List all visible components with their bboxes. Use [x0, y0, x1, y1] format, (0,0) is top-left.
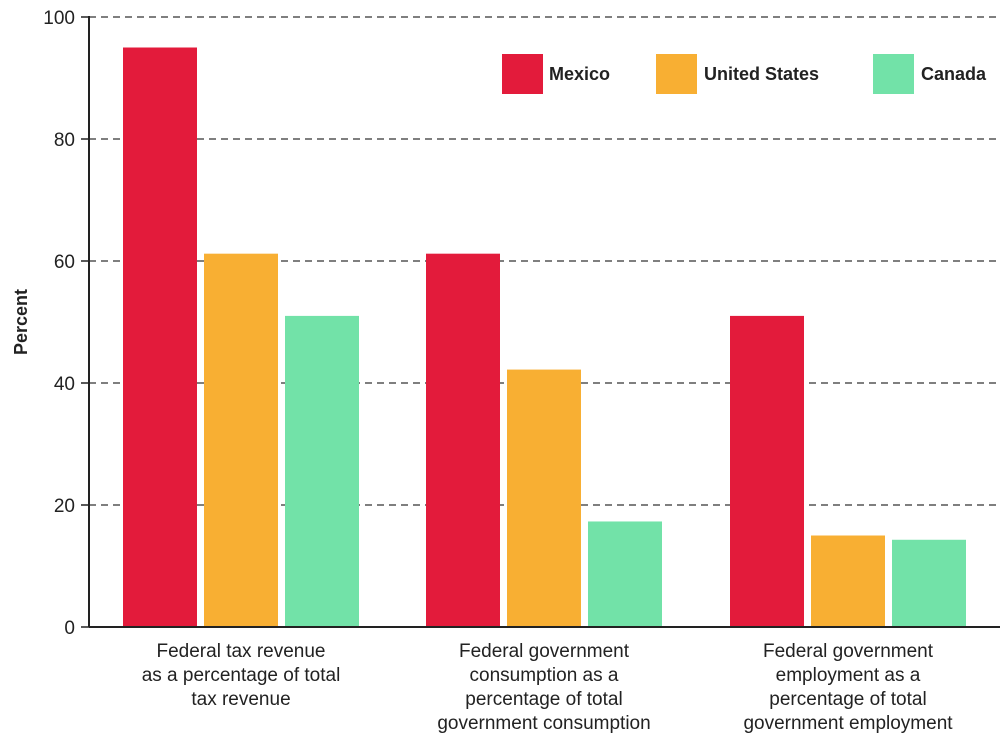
category-label: Federal government: [459, 641, 630, 662]
legend-swatch: [873, 54, 914, 94]
legend-item: Mexico: [502, 54, 610, 94]
bar-united-states: [204, 253, 278, 627]
legend-swatch: [502, 54, 543, 94]
legend-item: United States: [656, 54, 819, 94]
legend-item: Canada: [873, 54, 987, 94]
category-label: as a percentage of total: [142, 665, 341, 686]
bar-canada: [285, 315, 359, 627]
legend-label: United States: [704, 64, 819, 84]
legend-swatch: [656, 54, 697, 94]
bar-canada: [588, 521, 662, 627]
bar-canada: [892, 539, 966, 627]
category-label: consumption as a: [470, 665, 619, 686]
y-tick-label: 20: [54, 496, 75, 517]
bars: [123, 47, 966, 627]
bar-mexico: [730, 315, 804, 627]
bar-united-states: [507, 369, 581, 627]
axes: [81, 16, 1000, 628]
category-label: government employment: [743, 713, 953, 734]
y-tick-label: 100: [43, 8, 75, 29]
y-axis-label: Percent: [11, 289, 31, 355]
y-tick-label: 0: [64, 618, 75, 639]
category-label: government consumption: [437, 713, 650, 734]
category-label: percentage of total: [769, 689, 926, 710]
y-tick-label: 60: [54, 252, 75, 273]
y-tick-label: 80: [54, 130, 75, 151]
y-tick-labels: 0 20 40 60 80 100: [43, 8, 75, 639]
bar-united-states: [811, 535, 885, 627]
category-label: employment as a: [776, 665, 921, 686]
category-label: tax revenue: [191, 689, 290, 710]
category-label: Federal government: [763, 641, 934, 662]
legend: Mexico United States Canada: [502, 54, 987, 94]
bar-mexico: [123, 47, 197, 627]
bar-mexico: [426, 253, 500, 627]
grid-lines: [89, 16, 1000, 506]
legend-label: Canada: [921, 64, 987, 84]
category-label: Federal tax revenue: [157, 641, 326, 662]
category-labels: Federal tax revenue as a percentage of to…: [142, 641, 954, 734]
category-label: percentage of total: [465, 689, 622, 710]
y-tick-label: 40: [54, 374, 75, 395]
legend-label: Mexico: [549, 64, 610, 84]
